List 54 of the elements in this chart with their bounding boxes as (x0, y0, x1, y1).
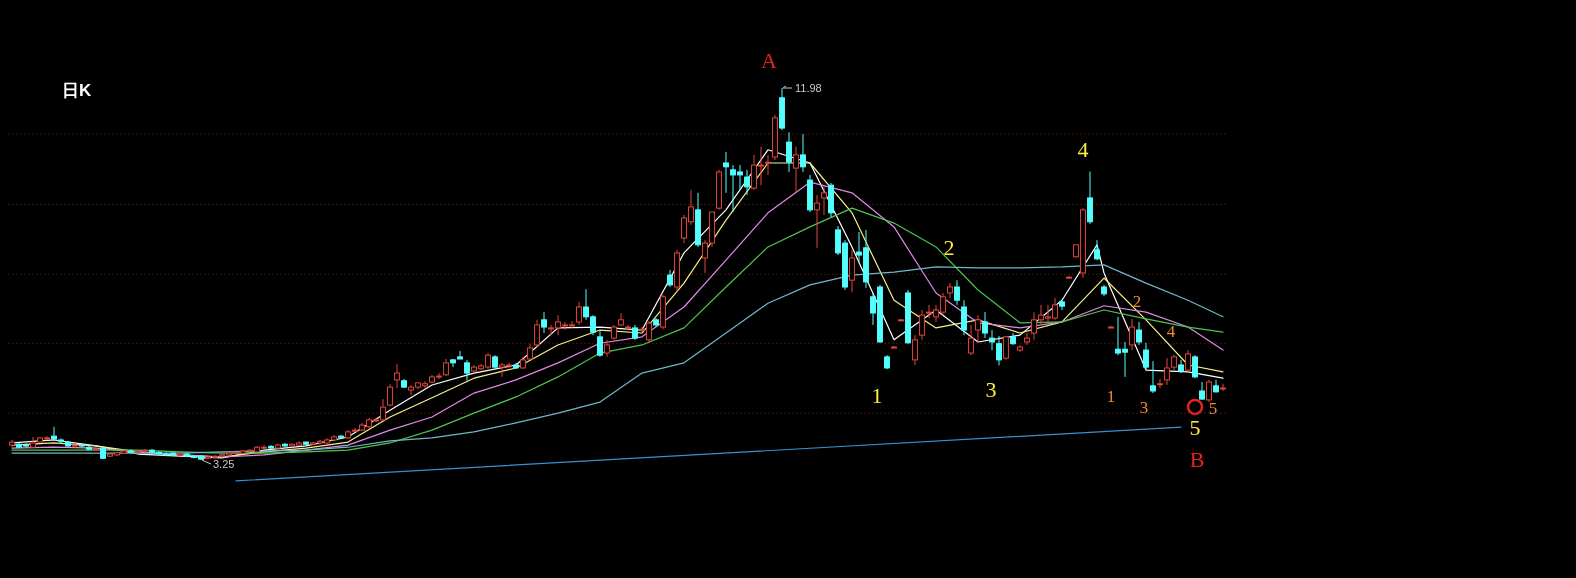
candlestick (1136, 321, 1142, 346)
candlestick (968, 324, 974, 356)
candlestick (576, 301, 582, 326)
candlestick (947, 282, 953, 299)
annotation: 1 (871, 382, 883, 408)
candlestick (975, 314, 981, 343)
candlestick (961, 299, 967, 336)
candlestick (814, 194, 820, 249)
candlestick (786, 131, 792, 173)
candlestick (919, 309, 925, 341)
chart-title: 日K (62, 80, 92, 100)
candlestick (1143, 342, 1149, 371)
annotation: 4 (1077, 137, 1089, 163)
candlestick (821, 186, 827, 216)
annotation: 5 (1189, 415, 1201, 441)
candlestick (1087, 171, 1093, 225)
candlestick (541, 311, 547, 334)
candlestick (1024, 332, 1030, 346)
candlestick (849, 249, 855, 293)
annotation: 11.98 (795, 82, 822, 94)
candlestick (1206, 379, 1212, 403)
annotation: 3.25 (213, 458, 235, 470)
candlestick (1003, 335, 1009, 361)
candlestick (1129, 318, 1135, 351)
text: A (761, 47, 778, 73)
annotation: 4 (1166, 322, 1176, 342)
candlestick (1213, 379, 1219, 394)
candlestick (1220, 383, 1226, 392)
annotation: 2 (943, 234, 955, 260)
candlestick (464, 359, 470, 382)
candlestick (800, 133, 806, 173)
annotation: 5 (1208, 399, 1218, 419)
candlestick (534, 319, 540, 348)
candlestick (744, 169, 750, 196)
candlestick (1066, 275, 1072, 279)
candlestick (793, 146, 799, 193)
annotation: 3 (985, 376, 997, 402)
candlestick (954, 279, 960, 306)
annotation: 2 (1132, 292, 1142, 312)
annotation: 3 (1139, 397, 1149, 417)
annotation: B (1189, 447, 1205, 473)
candlestick (1157, 378, 1163, 389)
candlestick (1185, 349, 1191, 373)
candlestick (765, 154, 771, 176)
candlestick (912, 334, 918, 366)
candlestick (1150, 360, 1156, 394)
candlestick (723, 151, 729, 194)
candlestick (597, 329, 603, 358)
candlestick (394, 363, 400, 389)
candlestick (618, 312, 624, 327)
candlestick (982, 311, 988, 339)
candlestick (989, 329, 995, 351)
annotation: 1 (1106, 387, 1116, 407)
candlestick (996, 335, 1002, 366)
